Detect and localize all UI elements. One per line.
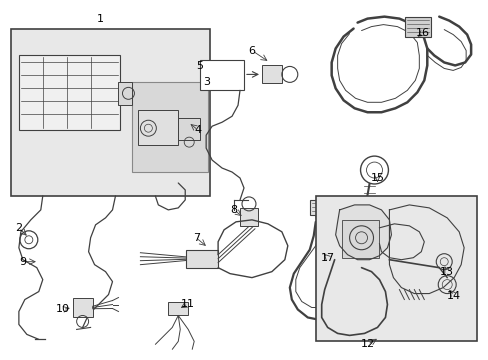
Text: 4: 4 [194, 125, 202, 135]
Bar [262, 66, 281, 84]
Text: 15: 15 [370, 173, 384, 183]
Text: 3: 3 [203, 77, 210, 87]
Text: 13: 13 [439, 267, 453, 276]
Bar [240, 208, 258, 226]
Bar [73, 298, 92, 318]
Bar [168, 302, 188, 315]
Text: 2: 2 [15, 223, 22, 233]
Bar [11, 28, 210, 196]
Text: 10: 10 [56, 305, 70, 315]
Text: 14: 14 [446, 291, 460, 301]
Bar [309, 200, 331, 215]
Text: 6: 6 [248, 45, 255, 55]
Bar [132, 82, 208, 172]
Bar [178, 118, 200, 140]
Bar [200, 60, 244, 90]
Bar [138, 110, 178, 145]
Bar [341, 220, 379, 258]
Text: 8: 8 [230, 205, 237, 215]
Polygon shape [335, 205, 390, 260]
Text: 7: 7 [192, 233, 199, 243]
Text: 16: 16 [415, 28, 429, 37]
Text: 9: 9 [19, 257, 26, 267]
Bar [315, 196, 476, 341]
Text: 12: 12 [360, 339, 374, 349]
Text: 1: 1 [97, 14, 104, 24]
Bar [19, 55, 120, 130]
Bar [186, 250, 218, 268]
Text: 5: 5 [196, 62, 203, 71]
Bar [405, 17, 430, 37]
Text: 17: 17 [320, 253, 334, 263]
Bar [118, 82, 132, 105]
Text: 11: 11 [181, 298, 195, 309]
